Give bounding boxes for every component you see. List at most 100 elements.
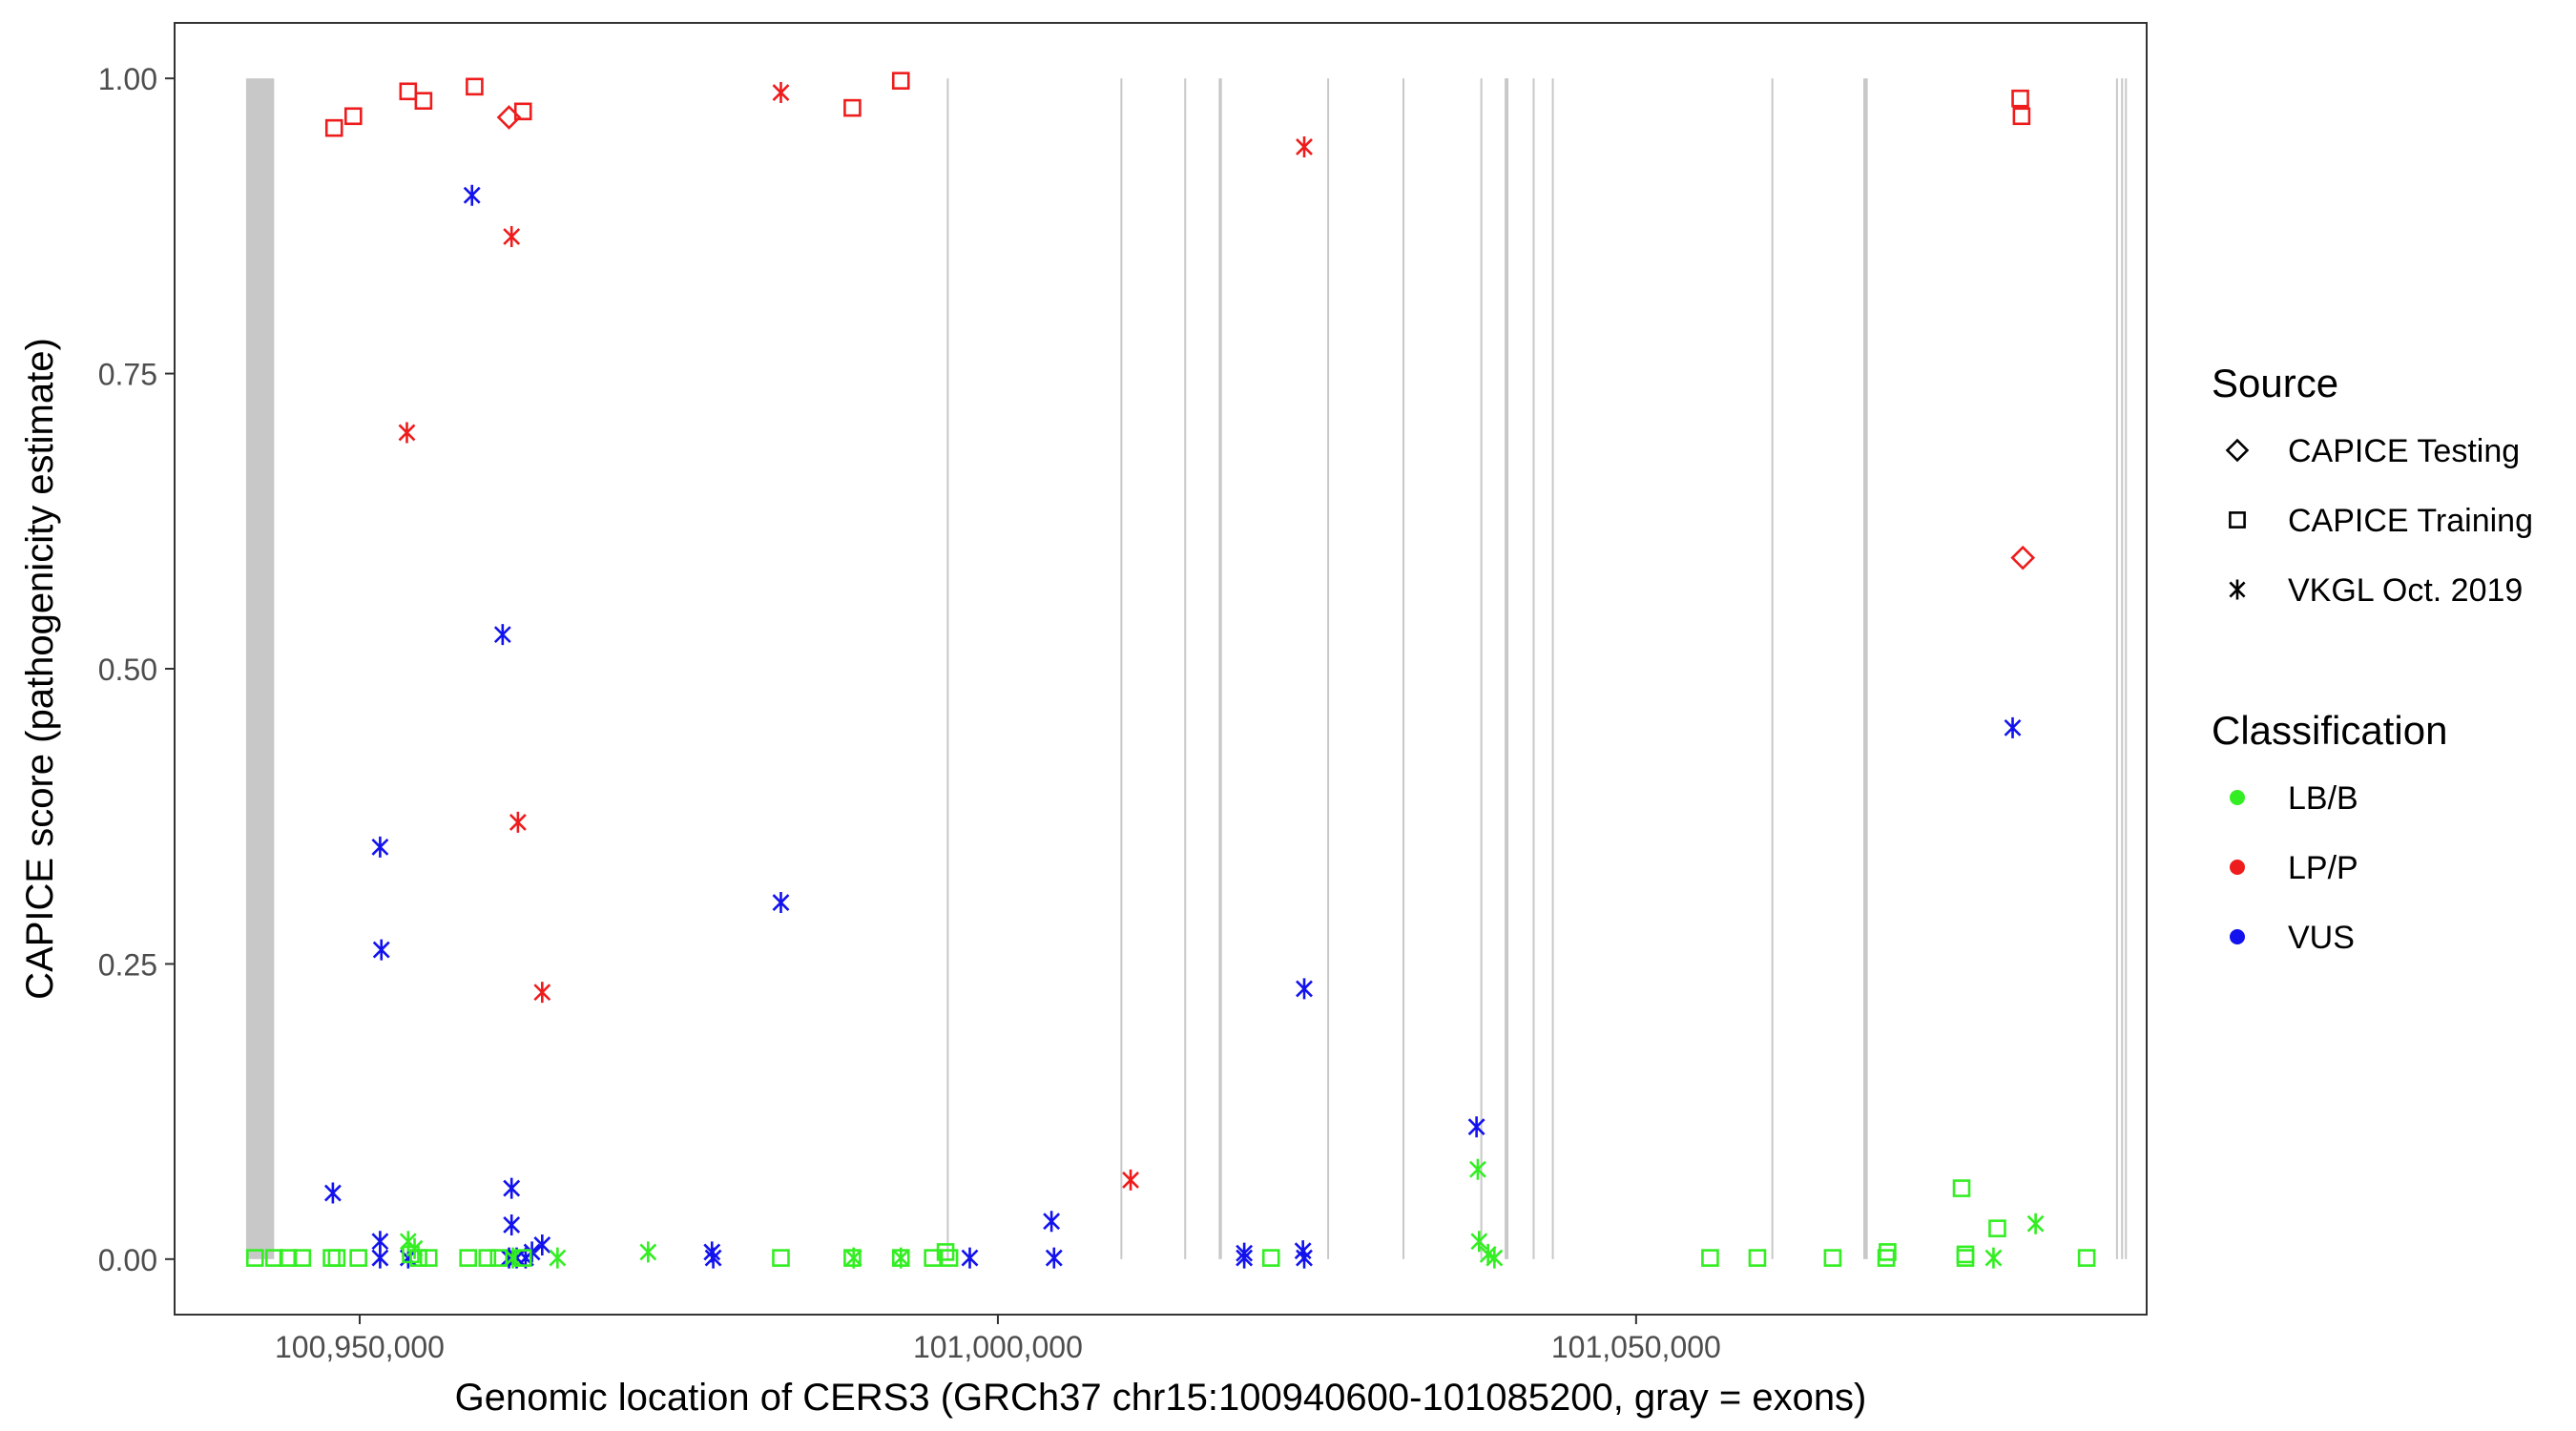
- exon-bar: [1402, 78, 1405, 1259]
- data-point-square: [245, 1249, 264, 1267]
- legend-source-key: [2229, 511, 2246, 529]
- data-point-square: [1823, 1249, 1842, 1267]
- data-point-asterisk: [1296, 135, 1313, 157]
- data-point-asterisk: [533, 982, 551, 1004]
- data-point-asterisk: [533, 1234, 551, 1255]
- legend-class-label: LB/B: [2288, 780, 2358, 817]
- data-point-square: [924, 1249, 942, 1267]
- exon-bar: [245, 78, 275, 1259]
- data-point-asterisk: [2004, 716, 2022, 738]
- data-point-asterisk: [772, 892, 790, 914]
- data-point-square: [399, 82, 418, 101]
- data-point-square: [489, 1249, 509, 1267]
- legend-class-label: LP/P: [2288, 850, 2358, 886]
- legend: Source Classification CAPICE Testing CAPI…: [2212, 361, 2533, 956]
- data-point-square: [478, 1249, 497, 1267]
- exon-bar: [1771, 78, 1774, 1259]
- data-point-square: [1877, 1249, 1896, 1267]
- data-point-square: [940, 1249, 959, 1267]
- legend-source-label: VKGL Oct. 2019: [2288, 572, 2523, 609]
- legend-class-key: [2230, 860, 2245, 875]
- data-point-asterisk: [2026, 1213, 2045, 1234]
- data-point-square: [843, 1249, 862, 1267]
- exon-bar: [1505, 78, 1509, 1259]
- exon-bar: [1218, 78, 1222, 1259]
- legend-class-key: [2230, 790, 2245, 805]
- data-point-asterisk: [493, 624, 511, 646]
- data-point-square: [843, 98, 862, 117]
- data-point-asterisk: [405, 1237, 424, 1259]
- data-point-asterisk: [509, 811, 527, 833]
- legend-class-key: [2230, 929, 2245, 944]
- data-point-asterisk: [372, 939, 390, 961]
- data-point-asterisk: [371, 1247, 389, 1269]
- exon-bar: [1184, 78, 1187, 1259]
- x-axis-label: Genomic location of CERS3 (GRCh37 chr15:…: [455, 1377, 1867, 1419]
- data-point-square: [891, 1249, 910, 1267]
- data-point-square: [344, 107, 363, 126]
- data-point-asterisk: [503, 1177, 521, 1199]
- data-point-asterisk: [1043, 1211, 1061, 1233]
- data-point-asterisk: [1296, 978, 1313, 1000]
- exon-bar: [946, 78, 949, 1259]
- data-point-asterisk: [504, 1247, 522, 1269]
- data-point-asterisk: [323, 1182, 342, 1204]
- y-axis-label: CAPICE score (pathogenicity estimate): [19, 338, 61, 1000]
- y-tick-label: 1.00: [98, 62, 157, 96]
- data-point-asterisk: [1485, 1247, 1504, 1269]
- legend-class-label: VUS: [2288, 920, 2355, 956]
- data-point-square: [1261, 1249, 1280, 1267]
- data-point-square: [772, 1249, 790, 1267]
- exon-bar: [1480, 78, 1483, 1259]
- data-point-square: [409, 1249, 427, 1267]
- data-point-square: [2012, 107, 2031, 126]
- axes: 0.00 0.25 0.50 0.75 1.00 100,950,000 101,000,0…: [98, 62, 1721, 1364]
- data-point-square: [513, 102, 532, 121]
- data-point-square: [936, 1243, 955, 1261]
- exon-bar: [2125, 78, 2128, 1259]
- exon-bar: [1327, 78, 1330, 1259]
- data-point-asterisk: [772, 82, 790, 104]
- data-point-square: [459, 1249, 478, 1267]
- x-tick-label: 101,000,000: [913, 1330, 1083, 1364]
- data-point-square: [2011, 89, 2029, 108]
- data-point-square: [324, 118, 343, 137]
- data-point-asterisk: [371, 836, 389, 858]
- y-tick-label: 0.75: [98, 358, 157, 392]
- data-point-square: [349, 1249, 367, 1267]
- data-point-square: [419, 1249, 438, 1267]
- legend-source-label: CAPICE Training: [2288, 503, 2533, 539]
- data-point-square: [1956, 1249, 1975, 1267]
- data-point-square: [327, 1249, 346, 1267]
- x-tick-label: 101,050,000: [1551, 1330, 1721, 1364]
- data-point-asterisk: [1045, 1247, 1063, 1269]
- exon-bar: [2121, 78, 2124, 1259]
- data-point-asterisk: [503, 226, 521, 248]
- exon-bar: [1120, 78, 1123, 1259]
- exon-bar: [2115, 78, 2118, 1259]
- y-tick-label: 0.50: [98, 653, 157, 687]
- data-point-square: [1701, 1249, 1719, 1267]
- data-point-asterisk: [398, 422, 416, 444]
- data-point-asterisk: [503, 1213, 521, 1235]
- x-tick-label: 100,950,000: [275, 1330, 445, 1364]
- y-tick-label: 0.00: [98, 1243, 157, 1277]
- data-point-diamond: [2010, 545, 2036, 570]
- data-point-square: [1988, 1219, 2006, 1237]
- data-point-square: [293, 1249, 312, 1267]
- data-point-asterisk: [1984, 1247, 2003, 1269]
- legend-source-title: Source: [2212, 361, 2338, 405]
- data-points: [245, 72, 2096, 1269]
- data-point-asterisk: [639, 1241, 657, 1263]
- data-point-asterisk: [1467, 1116, 1485, 1138]
- data-point-square: [1879, 1243, 1897, 1261]
- data-point-asterisk: [1470, 1231, 1488, 1253]
- legend-source-key: [2225, 438, 2250, 463]
- data-point-asterisk: [961, 1247, 979, 1269]
- legend-source-label: CAPICE Testing: [2288, 433, 2520, 469]
- data-point-square: [891, 72, 910, 90]
- data-point-square: [466, 77, 484, 96]
- data-point-asterisk: [1469, 1158, 1486, 1180]
- data-point-square: [414, 92, 433, 110]
- legend-source-key: [2229, 579, 2246, 600]
